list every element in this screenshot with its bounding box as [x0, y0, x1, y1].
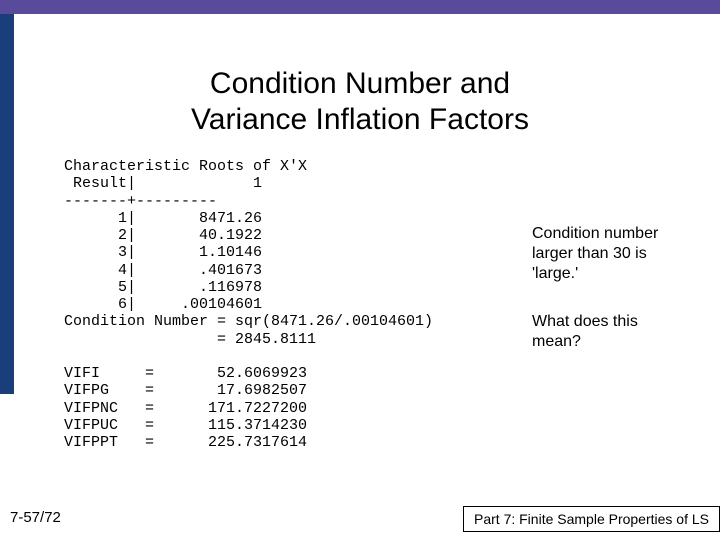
title-line-2: Variance Inflation Factors — [191, 103, 529, 136]
annotation-line: mean? — [532, 333, 581, 350]
annotation-line: 'large.' — [532, 265, 578, 282]
annotation-line: Condition number — [532, 225, 658, 242]
top-accent-bar — [0, 0, 720, 14]
page-number: 7-57/72 — [10, 509, 61, 526]
annotation-question: What does this mean? — [532, 312, 638, 352]
annotation-condition-number: Condition number larger than 30 is 'larg… — [532, 224, 658, 284]
stats-output-block: Characteristic Roots of X'X Result| 1 --… — [64, 158, 433, 451]
annotation-line: What does this — [532, 313, 638, 330]
slide: Condition Number and Variance Inflation … — [0, 0, 720, 540]
slide-title: Condition Number and Variance Inflation … — [0, 66, 720, 138]
title-line-1: Condition Number and — [210, 67, 510, 100]
section-label: Part 7: Finite Sample Properties of LS — [463, 506, 720, 532]
annotation-line: larger than 30 is — [532, 245, 647, 262]
